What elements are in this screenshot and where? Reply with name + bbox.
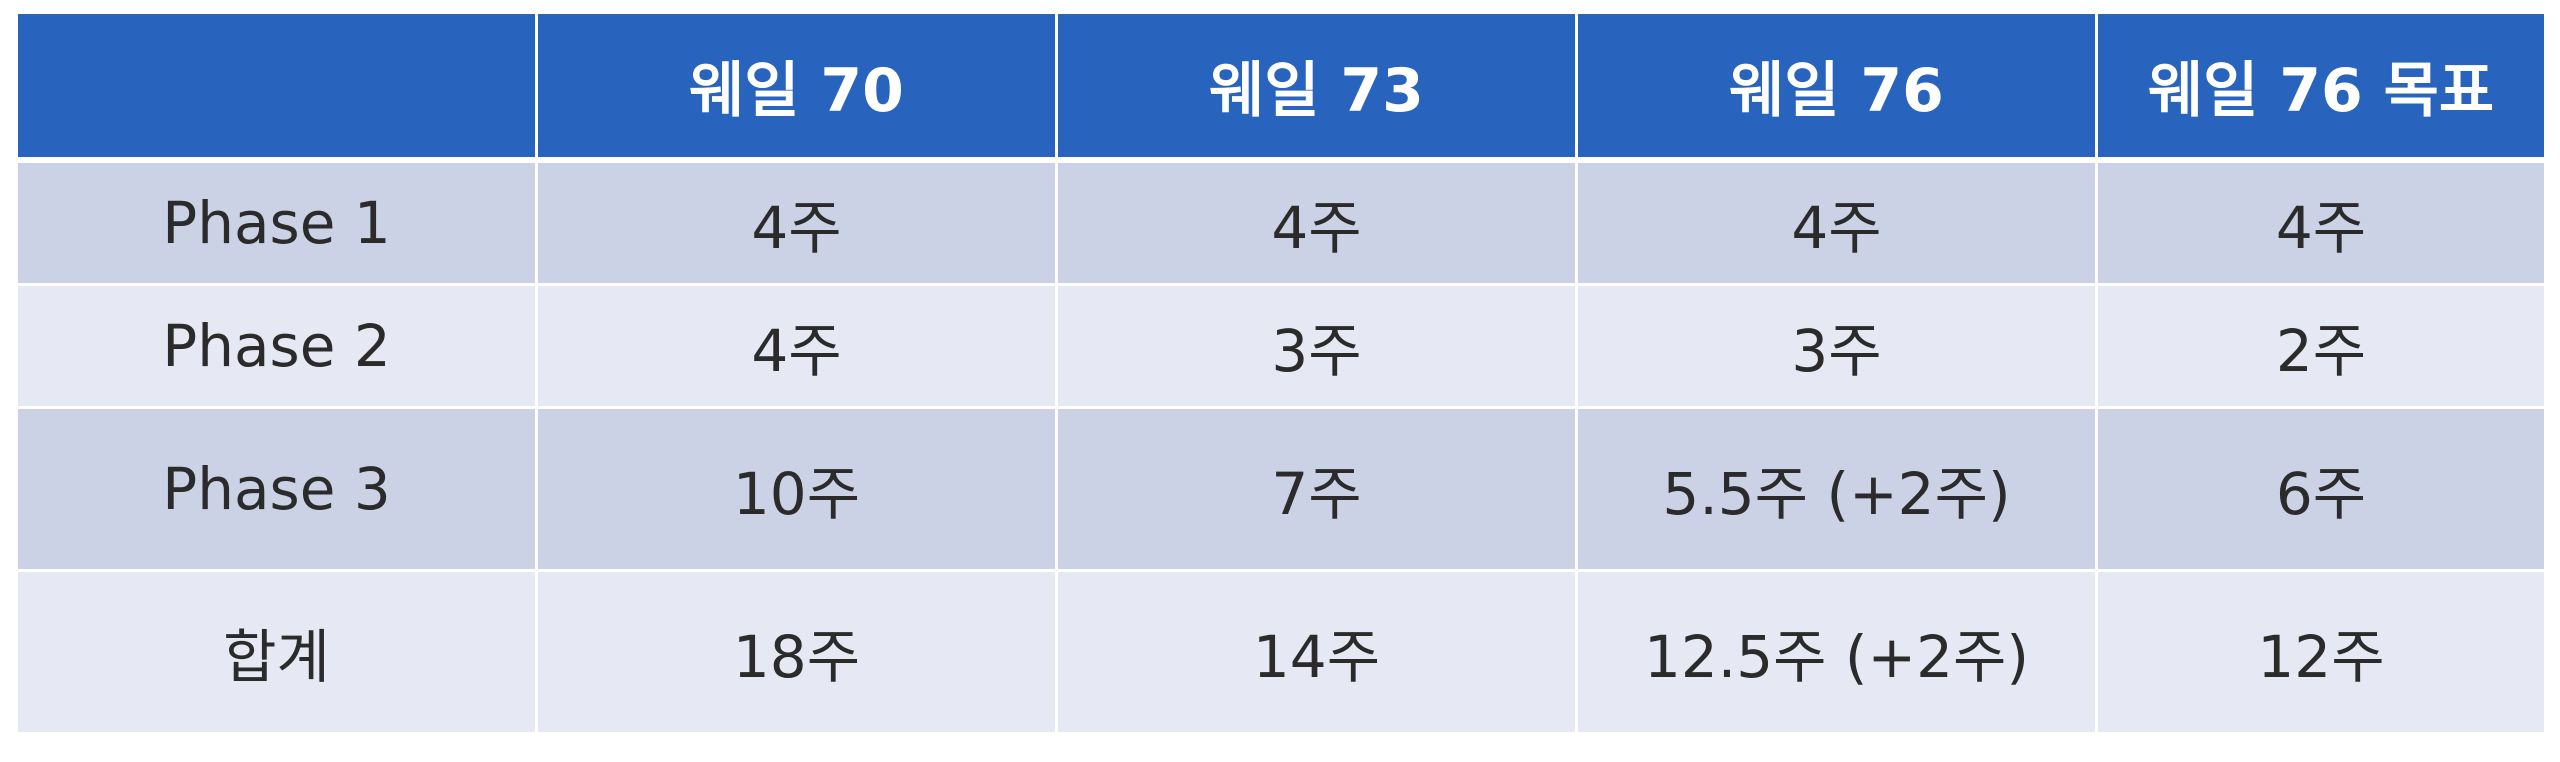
header-cell-whale-76: 웨일 76 bbox=[1578, 14, 2098, 163]
header-cell-whale-73: 웨일 73 bbox=[1058, 14, 1578, 163]
comparison-table-wrapper: 웨일 70 웨일 73 웨일 76 웨일 76 목표 Phase 1 4주 4주… bbox=[18, 14, 2544, 732]
table-cell: 2주 bbox=[2098, 286, 2544, 409]
table-cell: 18주 bbox=[538, 572, 1058, 732]
table-cell: 4주 bbox=[1578, 163, 2098, 286]
table-row: Phase 3 10주 7주 5.5주 (+2주) 6주 bbox=[18, 409, 2544, 572]
table-row: Phase 1 4주 4주 4주 4주 bbox=[18, 163, 2544, 286]
table-cell: 10주 bbox=[538, 409, 1058, 572]
table-body: Phase 1 4주 4주 4주 4주 Phase 2 4주 3주 3주 2주 … bbox=[18, 163, 2544, 732]
row-label: Phase 3 bbox=[18, 409, 538, 572]
table-cell: 7주 bbox=[1058, 409, 1578, 572]
row-label: Phase 1 bbox=[18, 163, 538, 286]
row-label: Phase 2 bbox=[18, 286, 538, 409]
row-label: 합계 bbox=[18, 572, 538, 732]
table-cell: 4주 bbox=[538, 163, 1058, 286]
table-cell: 6주 bbox=[2098, 409, 2544, 572]
table-row: Phase 2 4주 3주 3주 2주 bbox=[18, 286, 2544, 409]
header-cell-whale-76-target: 웨일 76 목표 bbox=[2098, 14, 2544, 163]
table-cell: 4주 bbox=[2098, 163, 2544, 286]
table-cell: 3주 bbox=[1058, 286, 1578, 409]
table-cell: 3주 bbox=[1578, 286, 2098, 409]
header-cell-empty bbox=[18, 14, 538, 163]
table-cell: 5.5주 (+2주) bbox=[1578, 409, 2098, 572]
table-cell: 12주 bbox=[2098, 572, 2544, 732]
header-row: 웨일 70 웨일 73 웨일 76 웨일 76 목표 bbox=[18, 14, 2544, 163]
table-cell: 12.5주 (+2주) bbox=[1578, 572, 2098, 732]
table-cell: 4주 bbox=[538, 286, 1058, 409]
table-header: 웨일 70 웨일 73 웨일 76 웨일 76 목표 bbox=[18, 14, 2544, 163]
total-row: 합계 18주 14주 12.5주 (+2주) 12주 bbox=[18, 572, 2544, 732]
table-cell: 14주 bbox=[1058, 572, 1578, 732]
release-cycle-table: 웨일 70 웨일 73 웨일 76 웨일 76 목표 Phase 1 4주 4주… bbox=[18, 14, 2544, 732]
table-cell: 4주 bbox=[1058, 163, 1578, 286]
header-cell-whale-70: 웨일 70 bbox=[538, 14, 1058, 163]
